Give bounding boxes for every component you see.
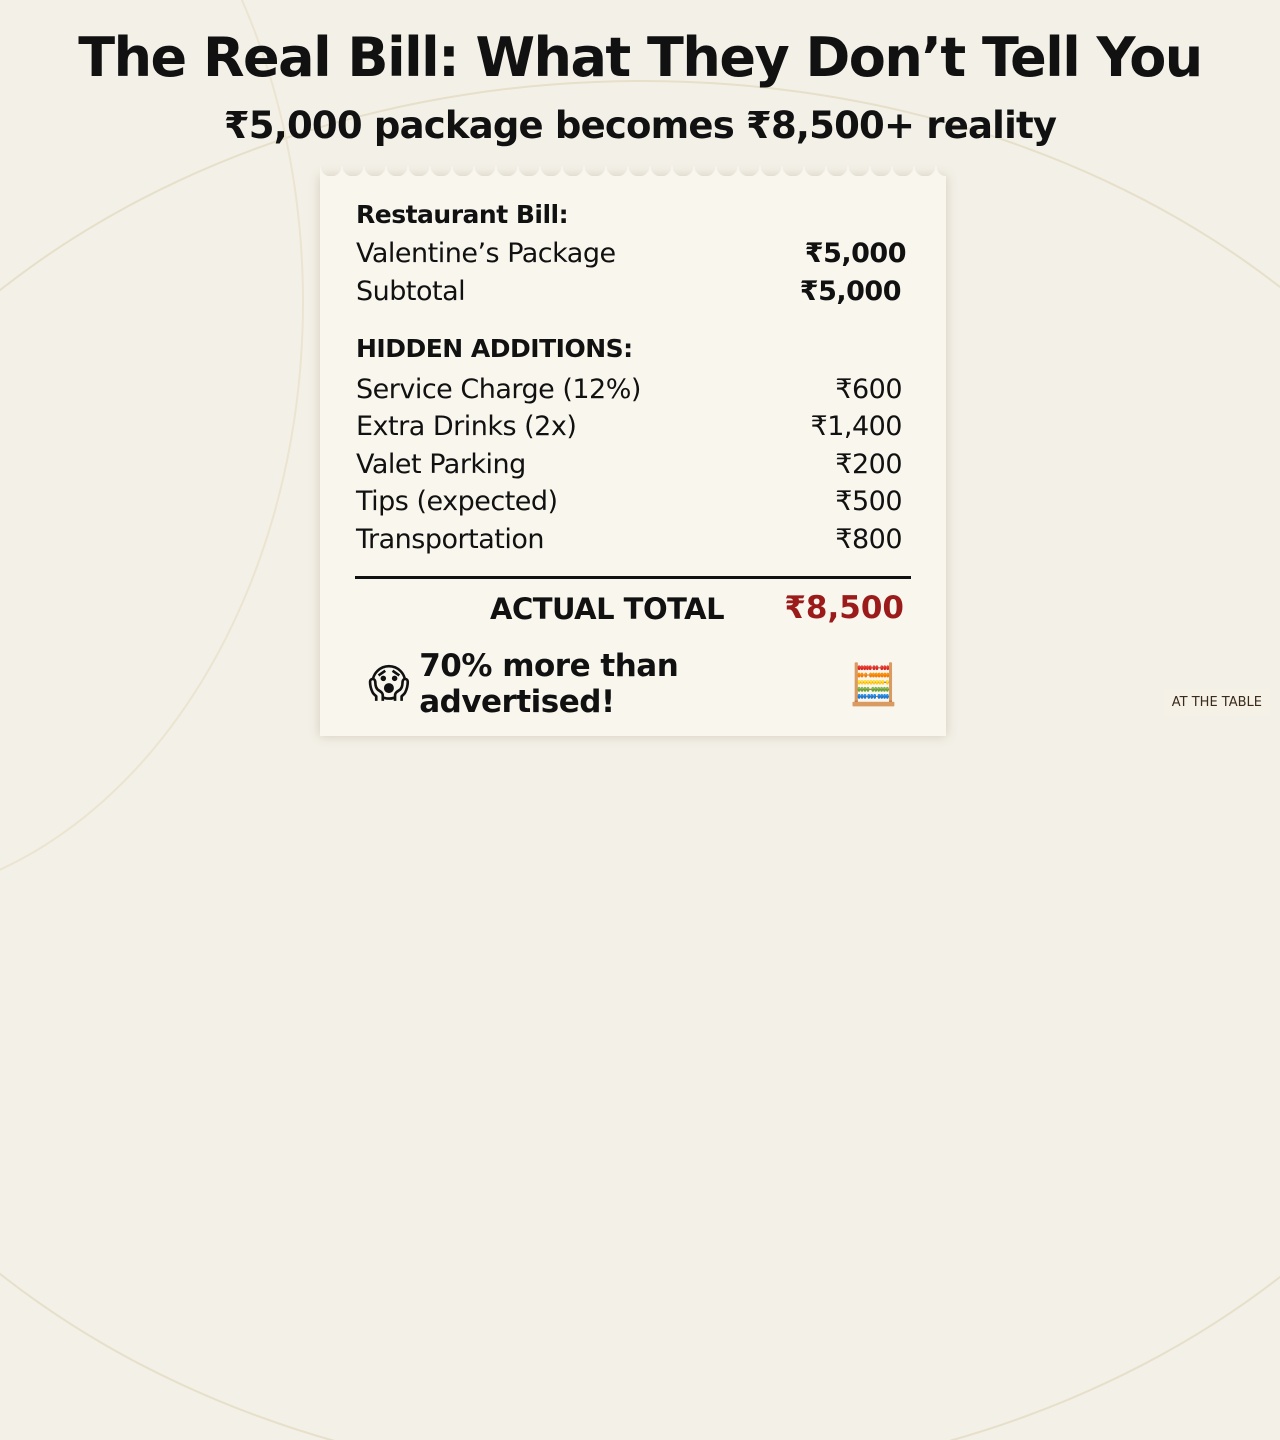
total-label: ACTUAL TOTAL (490, 592, 725, 626)
hidden-item: Valet Parking ₹200 (356, 449, 902, 480)
page-title: The Real Bill: What They Don’t Tell You (78, 26, 1203, 89)
callout-text: 70% more than advertised! (419, 648, 679, 720)
bill-header: Restaurant Bill: (356, 200, 906, 229)
item-amount: ₹600 (835, 374, 902, 405)
total-divider (355, 576, 911, 579)
item-label: Valet Parking (356, 449, 526, 480)
receipt-scallop-edge (320, 166, 946, 180)
item-label: Subtotal (356, 276, 466, 307)
page-subtitle: ₹5,000 package becomes ₹8,500+ reality (223, 104, 1057, 147)
hidden-header-label: HIDDEN ADDITIONS: (356, 334, 633, 363)
receipt (320, 176, 946, 736)
item-amount: ₹5,000 (799, 276, 902, 307)
calculator-icon: 🧮 (848, 661, 899, 708)
item-label: Extra Drinks (2x) (356, 411, 577, 442)
screaming-face-icon: 😱 (368, 661, 410, 707)
item-amount: ₹500 (835, 486, 902, 517)
brand-logo: AT THE TABLE (1163, 689, 1270, 716)
bill-item: Valentine’s Package ₹5,000 (356, 238, 907, 269)
item-amount: ₹200 (835, 449, 902, 480)
hidden-item: Tips (expected) ₹500 (356, 486, 902, 517)
bill-header-label: Restaurant Bill: (356, 200, 569, 229)
hidden-item: Transportation ₹800 (356, 524, 902, 555)
hidden-item: Extra Drinks (2x) ₹1,400 (356, 411, 903, 442)
item-amount: ₹5,000 (804, 238, 907, 269)
item-amount: ₹800 (835, 524, 902, 555)
item-amount: ₹1,400 (810, 411, 903, 442)
total-amount: ₹8,500 (784, 590, 904, 626)
item-label: Tips (expected) (356, 486, 558, 517)
item-label: Service Charge (12%) (356, 374, 641, 405)
callout: 😱 70% more than advertised! 🧮 (368, 648, 899, 720)
item-label: Transportation (356, 524, 544, 555)
bill-item: Subtotal ₹5,000 (356, 276, 902, 307)
hidden-item: Service Charge (12%) ₹600 (356, 374, 902, 405)
item-label: Valentine’s Package (356, 238, 616, 269)
hidden-header: HIDDEN ADDITIONS: (356, 334, 906, 363)
